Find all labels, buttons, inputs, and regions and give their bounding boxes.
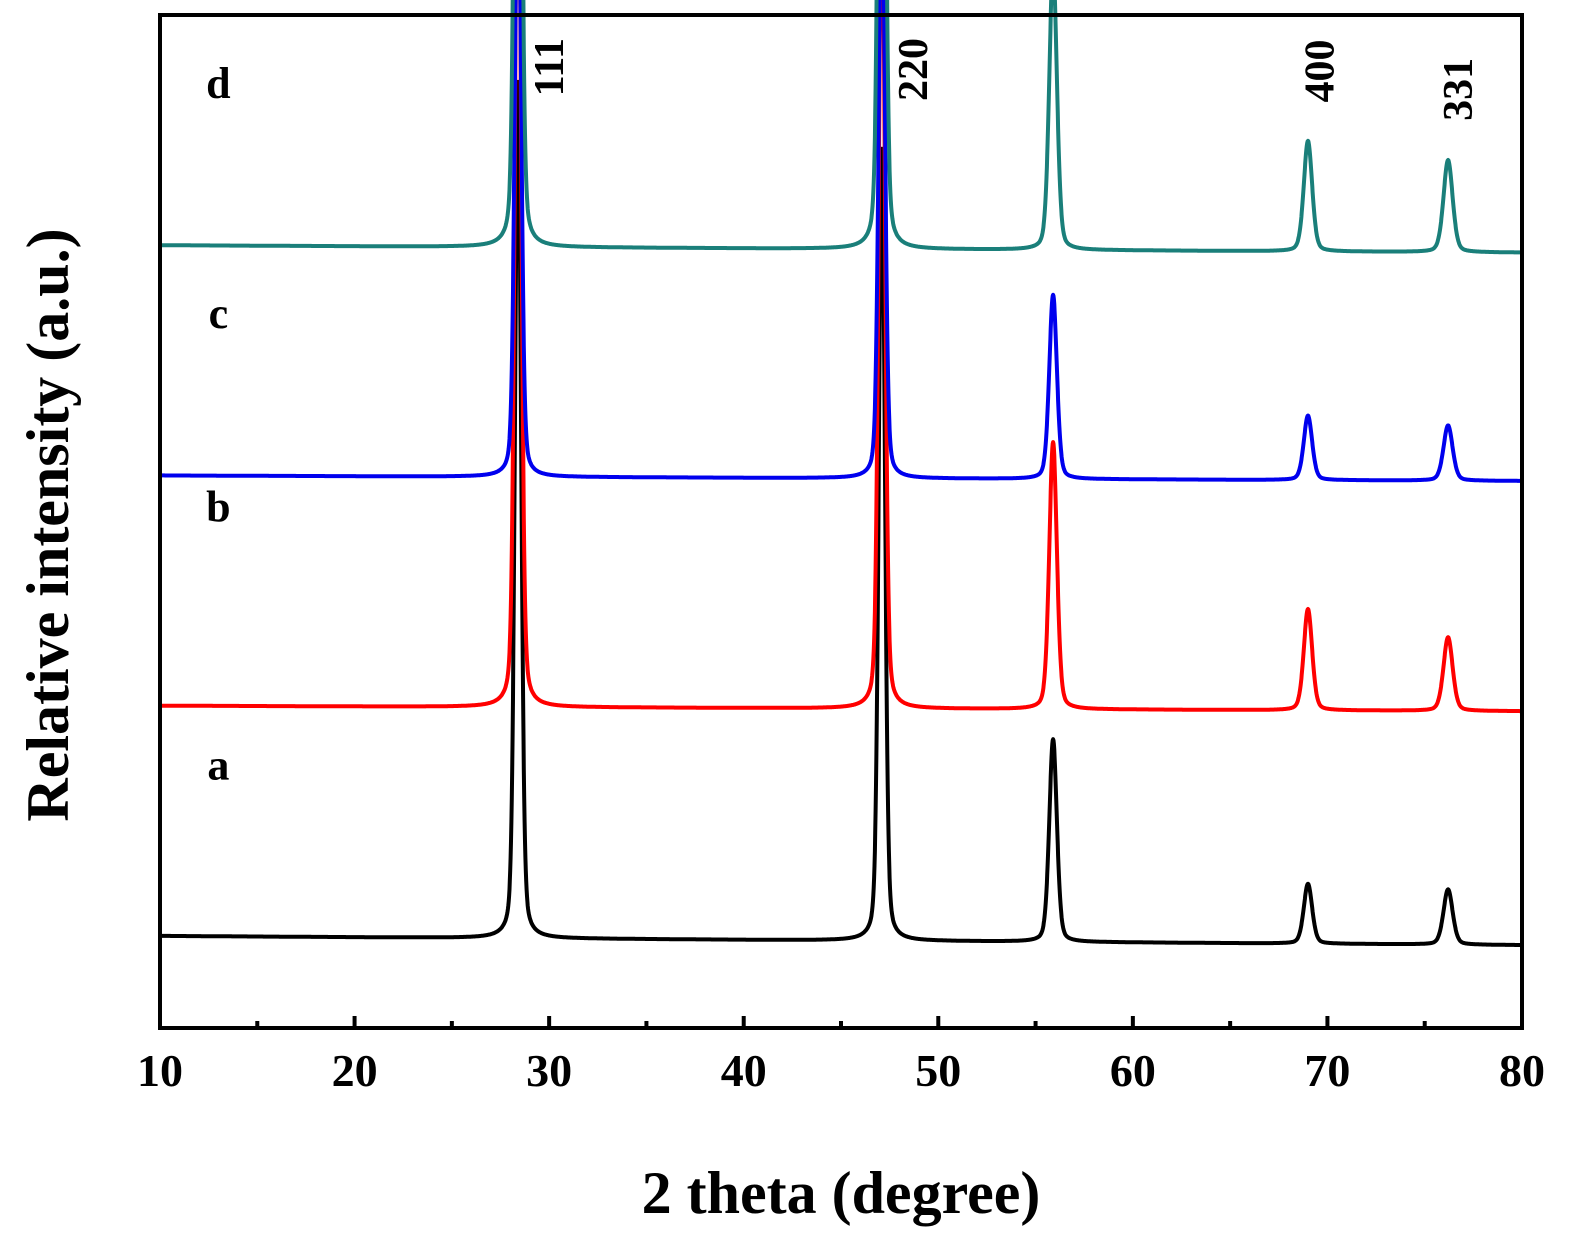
x-tick-label-40: 40 [721, 1045, 767, 1096]
x-tick-label-80: 80 [1499, 1045, 1545, 1096]
series-line-c [158, 0, 1524, 483]
series-line-b [158, 0, 1524, 714]
series-line-a [158, 79, 1524, 947]
series-label-layer: a b c d [206, 59, 230, 790]
peak-label-331: 331 [1436, 58, 1482, 121]
series-line-d [158, 0, 1524, 255]
peak-annotation-layer: 111220311400331 [527, 38, 1482, 121]
x-tick-label-30: 30 [526, 1045, 572, 1096]
series-layer [158, 0, 1524, 947]
series-label-a: a [207, 740, 229, 789]
x-axis-ticks [255, 1016, 1427, 1028]
peak-label-220: 220 [891, 38, 937, 101]
x-tick-label-50: 50 [915, 1045, 961, 1096]
y-axis-title: Relative intensity (a.u.) [15, 228, 81, 821]
x-tick-label-10: 10 [137, 1045, 183, 1096]
x-tick-label-70: 70 [1304, 1045, 1350, 1096]
x-tick-label-20: 20 [332, 1045, 378, 1096]
x-axis-title: 2 theta (degree) [642, 1160, 1041, 1226]
x-axis-tick-labels: 10 20 30 40 50 60 70 80 [137, 1045, 1545, 1096]
peak-label-400: 400 [1298, 40, 1344, 103]
x-tick-label-60: 60 [1110, 1045, 1156, 1096]
series-label-b: b [206, 483, 230, 532]
series-label-c: c [209, 289, 229, 338]
plot-frame [158, 13, 1524, 1030]
series-label-d: d [206, 59, 230, 108]
peak-label-111: 111 [527, 38, 573, 96]
